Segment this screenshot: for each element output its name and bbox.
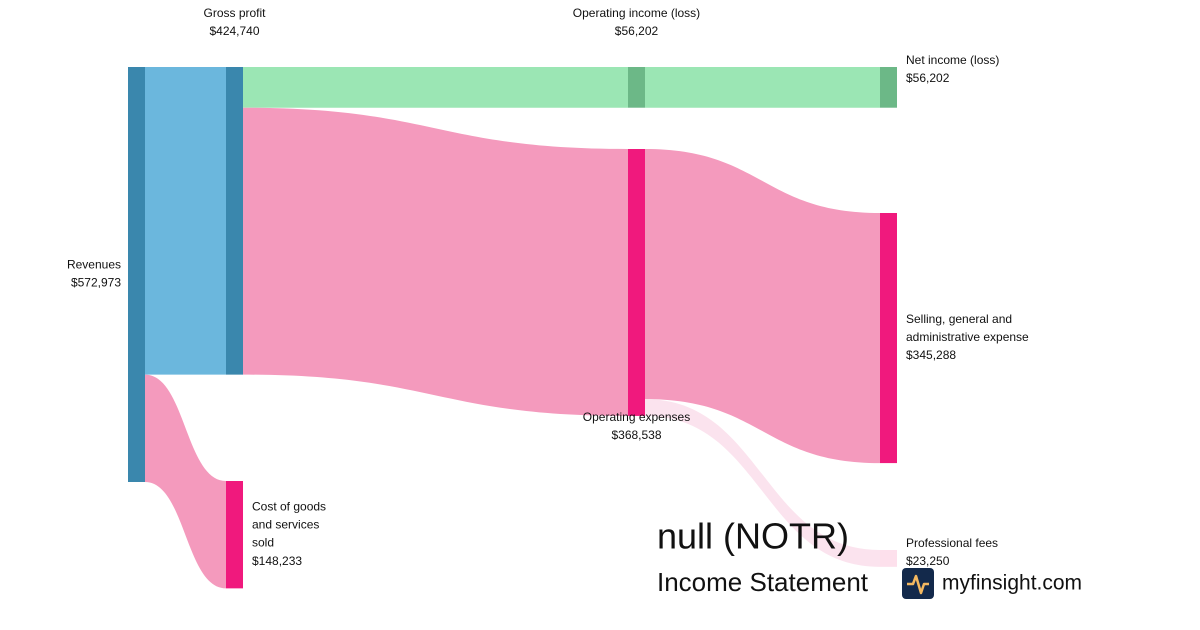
node [128,67,145,482]
node-label: Professional fees [906,536,998,550]
node [628,67,645,108]
node-value: $424,740 [209,24,259,38]
node-value: $345,288 [906,348,956,362]
nodes [128,67,897,589]
node [226,67,243,375]
node-value: $56,202 [906,71,950,85]
node-label: Revenues [67,258,121,272]
link [145,374,226,589]
labels: Revenues $572,973 Gross profit $424,740 Cost… [67,6,1029,568]
node-value: $368,538 [611,428,661,442]
node-value: $572,973 [71,276,121,290]
node [880,550,897,567]
link [243,67,628,108]
chart-title: null (NOTR) [657,516,849,557]
node-value: $23,250 [906,554,950,568]
node [628,149,645,416]
link [645,149,880,464]
node-label: Operating expenses [583,410,690,424]
node [880,213,897,464]
link [243,107,628,416]
chart-subtitle: Income Statement [657,567,869,597]
node-value: $56,202 [615,24,659,38]
node-label: Selling, general and administrative expen… [906,312,1029,344]
node [880,67,897,108]
node [226,481,243,589]
node-label: Operating income (loss) [573,6,700,20]
brand-icon-pulse [907,574,929,595]
node-value: $148,233 [252,554,302,568]
links [145,67,880,589]
link [645,399,880,567]
node-label: Cost of goods and services sold [252,500,326,550]
node-label: Gross profit [203,6,266,20]
brand-name: myfinsight.com [942,572,1082,595]
link [645,67,880,108]
link [145,67,226,375]
node-label: Net income (loss) [906,53,999,67]
